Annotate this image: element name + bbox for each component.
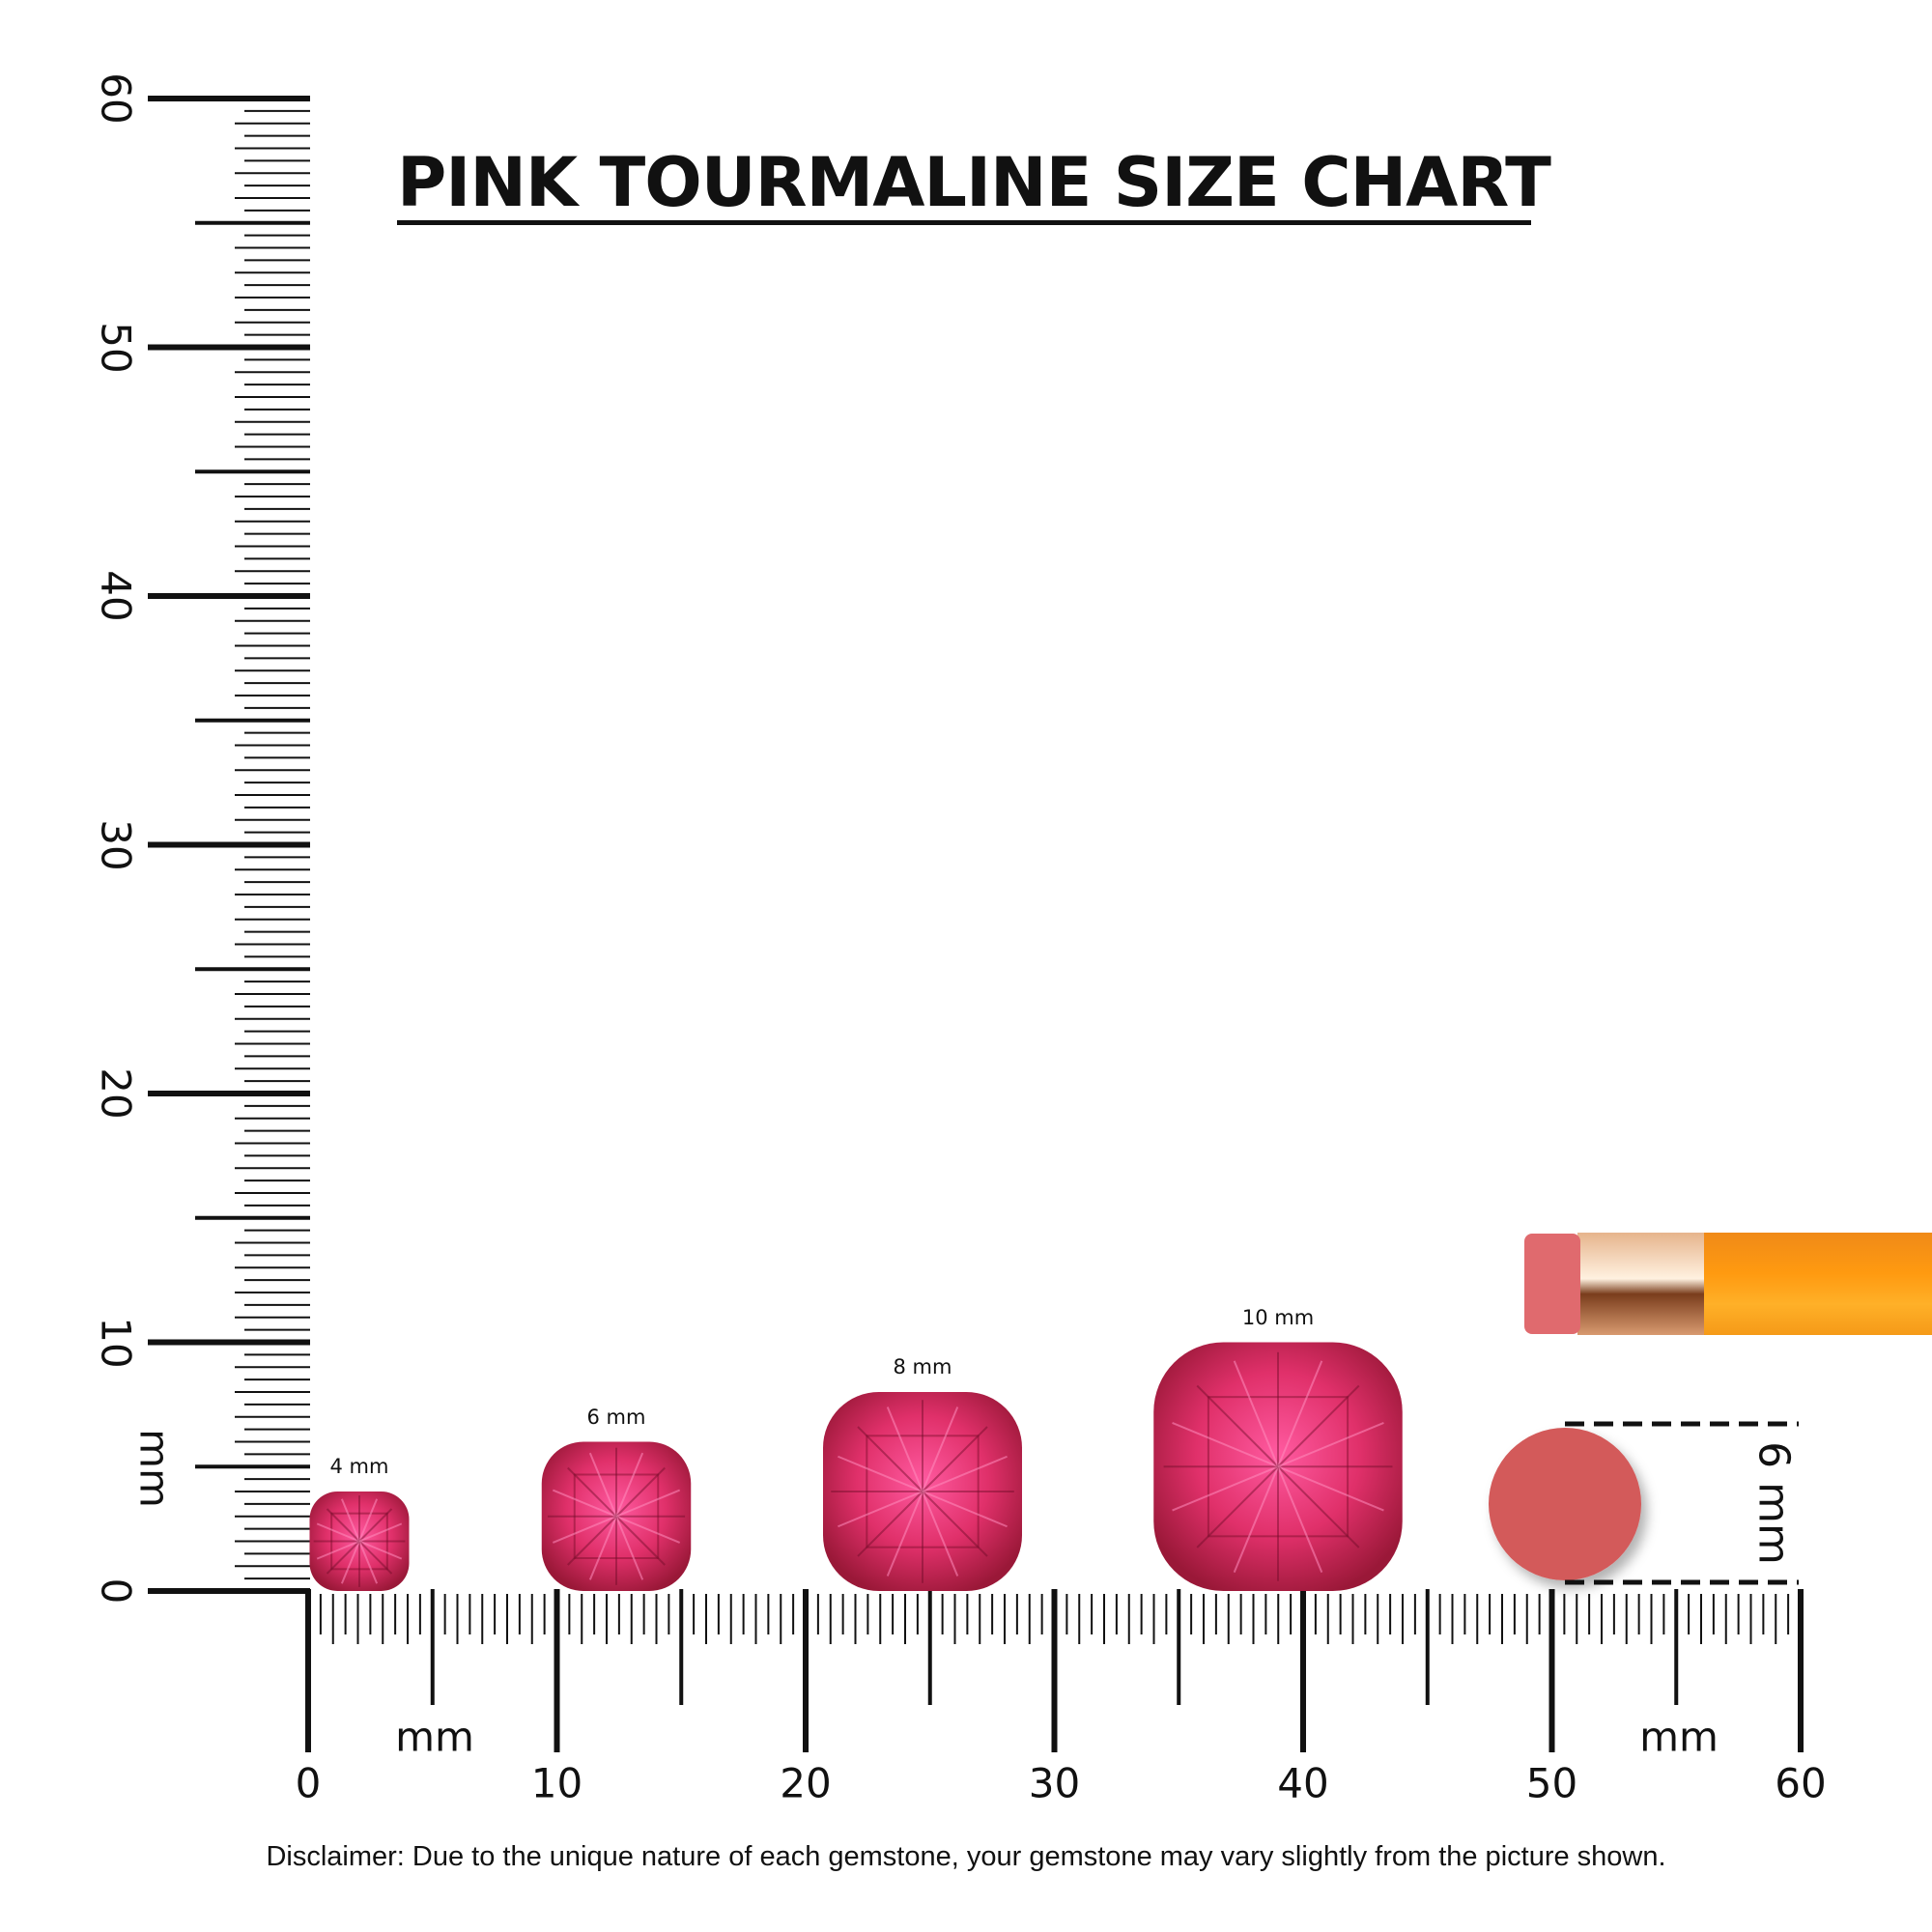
vertical-tick-label: 40 bbox=[92, 570, 140, 622]
gem-facet-line bbox=[886, 1406, 923, 1492]
eraser-size-label: 6 mm bbox=[1748, 1441, 1799, 1565]
gem-facet-line bbox=[552, 1489, 617, 1518]
disclaimer: Disclaimer: Due to the unique nature of … bbox=[266, 1841, 1666, 1872]
gem-8mm bbox=[823, 1392, 1022, 1591]
horizontal-unit-label-right: mm bbox=[1639, 1713, 1719, 1761]
gem-facet-line bbox=[615, 1516, 644, 1580]
gem-facet-line bbox=[358, 1540, 403, 1560]
vertical-tick-label: 0 bbox=[92, 1577, 140, 1605]
gem-10mm bbox=[1153, 1342, 1403, 1591]
gem-facet-line bbox=[1277, 1421, 1384, 1468]
gem-facet-line bbox=[1233, 1360, 1279, 1467]
gem-table-facet bbox=[866, 1435, 980, 1548]
gem-facet-line bbox=[358, 1541, 379, 1584]
gem-facet-line bbox=[358, 1508, 393, 1543]
gem-facet-line bbox=[358, 1498, 379, 1542]
gem-facet-line bbox=[615, 1489, 681, 1518]
vertical-tick-label: 10 bbox=[92, 1316, 140, 1369]
gem-facet-line bbox=[615, 1515, 681, 1544]
gem-facet-line bbox=[567, 1516, 617, 1566]
gem-facet-line bbox=[340, 1541, 360, 1584]
pencil-body bbox=[1700, 1233, 1932, 1335]
vertical-unit-label: mm bbox=[130, 1429, 179, 1508]
gem-table-facet bbox=[573, 1473, 660, 1560]
horizontal-unit-label-left: mm bbox=[395, 1713, 474, 1761]
gem-facet-line bbox=[1233, 1465, 1279, 1574]
gem-size-label: 8 mm bbox=[893, 1355, 952, 1378]
gem-facet-line bbox=[1277, 1465, 1323, 1574]
gem-facet-line bbox=[838, 1455, 923, 1492]
gem-facet-line bbox=[1196, 1384, 1279, 1467]
gem-6mm bbox=[541, 1441, 692, 1591]
eraser-end-circle bbox=[1489, 1428, 1641, 1580]
horizontal-tick-label: 40 bbox=[1277, 1759, 1329, 1807]
horizontal-tick-label: 50 bbox=[1525, 1759, 1578, 1807]
gem-facet-line bbox=[922, 1491, 988, 1557]
vertical-tick-label: 20 bbox=[92, 1067, 140, 1120]
horizontal-tick-label: 0 bbox=[295, 1759, 322, 1807]
gem-facet-line bbox=[1277, 1360, 1323, 1467]
pencil-ferrule bbox=[1577, 1233, 1704, 1335]
gem-facet-line bbox=[588, 1516, 617, 1580]
horizontal-tick-label: 30 bbox=[1028, 1759, 1081, 1807]
gem-table-facet bbox=[1207, 1396, 1350, 1538]
gem-size-label: 4 mm bbox=[329, 1455, 389, 1478]
gem-facet-line bbox=[326, 1540, 360, 1575]
ruler-ticks bbox=[148, 96, 1804, 1752]
vertical-tick-label: 50 bbox=[92, 321, 140, 374]
gem-facet-line bbox=[857, 1426, 923, 1492]
gem-facet-line bbox=[588, 1452, 617, 1518]
gem-facet-line bbox=[615, 1466, 666, 1518]
gem-facet-line bbox=[1172, 1465, 1279, 1512]
gems bbox=[309, 1342, 1403, 1591]
gem-facet-line bbox=[340, 1498, 360, 1542]
gem-facet-line bbox=[1172, 1421, 1279, 1468]
gem-4mm bbox=[309, 1492, 410, 1591]
gem-facet-line bbox=[316, 1540, 360, 1560]
gem-facet-line bbox=[615, 1516, 666, 1566]
page-title: PINK TOURMALINE SIZE CHART bbox=[397, 143, 1551, 222]
gem-facet-line bbox=[567, 1466, 617, 1518]
pencil-eraser bbox=[1524, 1234, 1580, 1334]
gem-table-facet bbox=[330, 1512, 388, 1571]
gem-size-label: 6 mm bbox=[586, 1405, 646, 1429]
gem-facet-line bbox=[922, 1406, 959, 1492]
gem-facet-line bbox=[922, 1426, 988, 1492]
gem-size-label: 10 mm bbox=[1241, 1305, 1315, 1329]
gem-facet-line bbox=[1277, 1465, 1384, 1512]
gem-facet-line bbox=[615, 1452, 644, 1518]
pencil-icon bbox=[1524, 1233, 1932, 1335]
title-underline bbox=[397, 220, 1531, 225]
gem-facet-line bbox=[1277, 1384, 1360, 1467]
gem-facet-line bbox=[1277, 1465, 1360, 1548]
gem-facet-line bbox=[552, 1515, 617, 1544]
gem-facet-line bbox=[1196, 1465, 1279, 1548]
horizontal-tick-label: 20 bbox=[780, 1759, 832, 1807]
vertical-tick-label: 30 bbox=[92, 818, 140, 871]
gem-facet-line bbox=[838, 1491, 923, 1528]
horizontal-tick-label: 60 bbox=[1775, 1759, 1827, 1807]
gem-facet-line bbox=[922, 1455, 1008, 1492]
gem-facet-line bbox=[358, 1522, 403, 1543]
gem-facet-line bbox=[922, 1491, 959, 1577]
horizontal-tick-label: 10 bbox=[530, 1759, 583, 1807]
gem-facet-line bbox=[922, 1491, 1008, 1528]
gem-facet-line bbox=[358, 1540, 393, 1575]
gem-facet-line bbox=[886, 1491, 923, 1577]
vertical-tick-label: 60 bbox=[92, 72, 140, 125]
gem-facet-line bbox=[316, 1522, 360, 1543]
gem-facet-line bbox=[326, 1508, 360, 1543]
gem-facet-line bbox=[857, 1491, 923, 1557]
